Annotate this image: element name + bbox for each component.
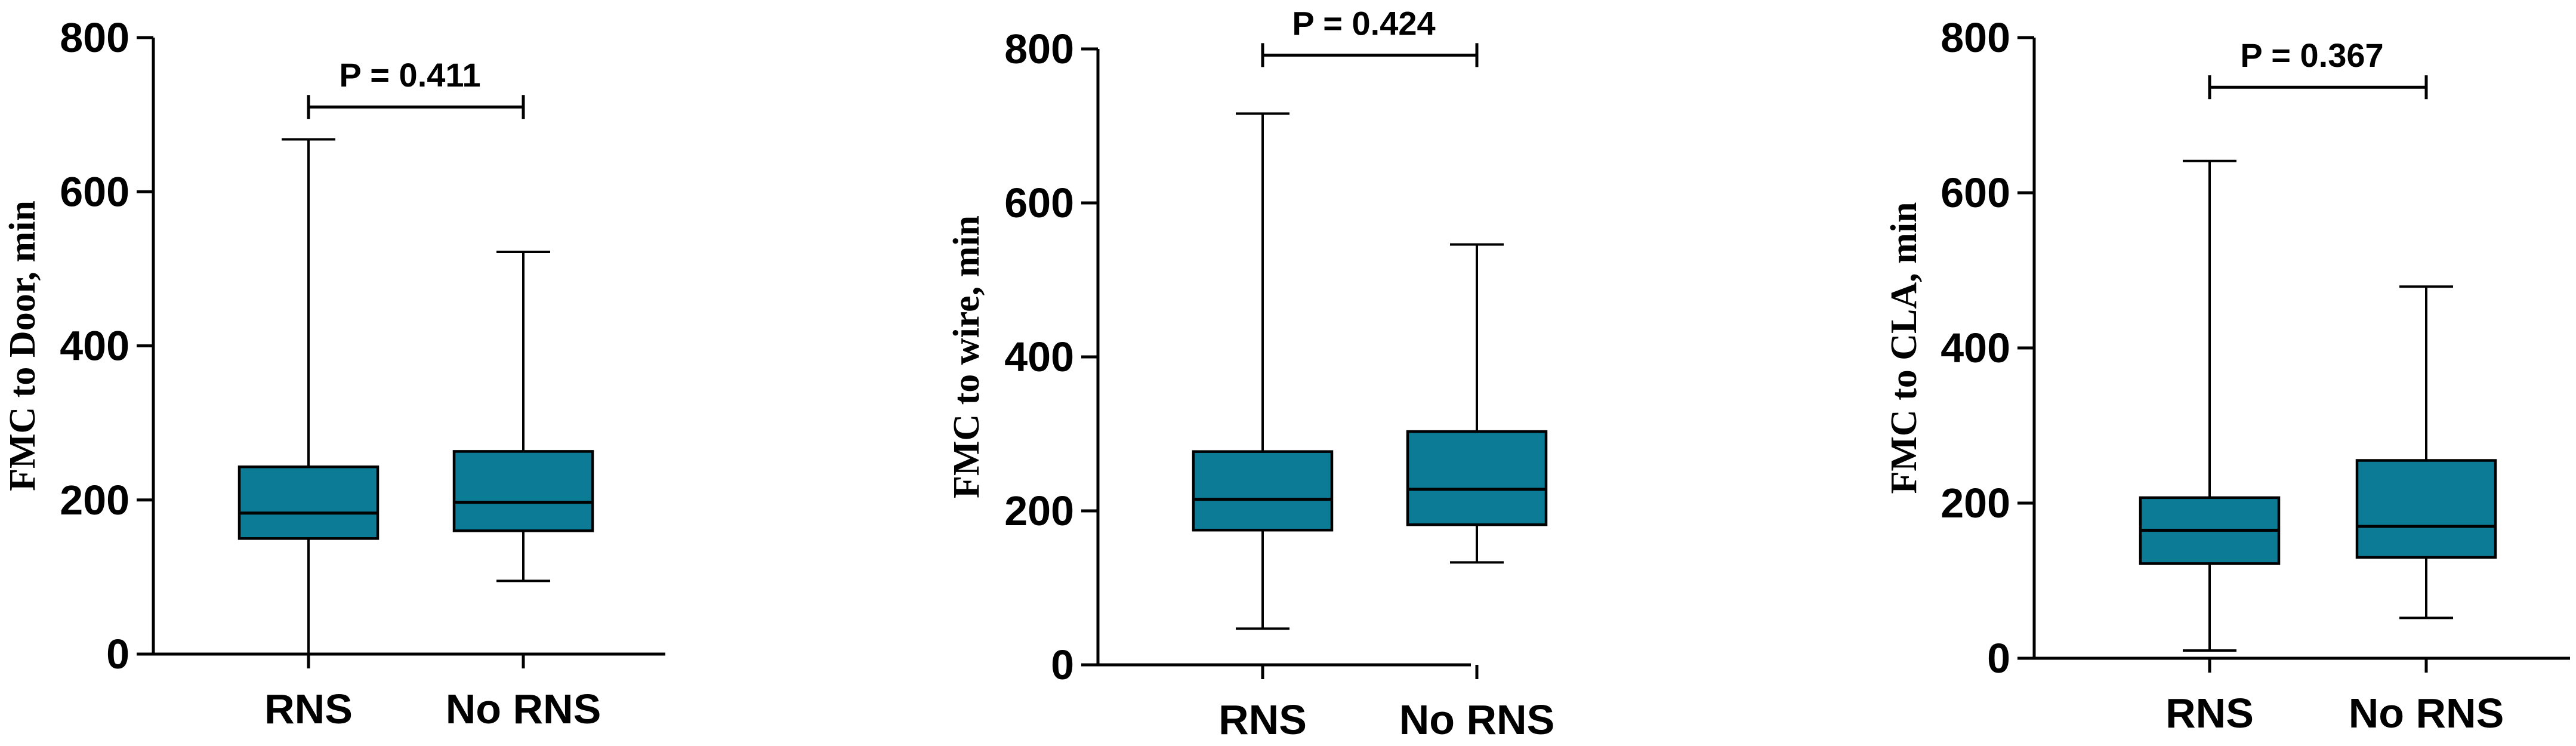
y-tick-label: 800 — [60, 14, 129, 61]
p-value-label: P = 0.411 — [339, 56, 480, 94]
box-plot-rns — [1192, 112, 1334, 630]
y-tick-label: 600 — [1004, 180, 1074, 226]
y-tick-label: 600 — [1941, 169, 2010, 216]
box-plot-no-rns — [2355, 285, 2497, 619]
y-tick-label: 400 — [60, 323, 129, 369]
y-tick-label: 800 — [1004, 26, 1074, 72]
y-axis-title: FMC to wire, min — [946, 215, 987, 498]
iqr-box — [2355, 459, 2497, 559]
y-tick-label: 0 — [106, 631, 129, 677]
y-tick-label: 0 — [1987, 635, 2010, 682]
y-tick-label: 400 — [1004, 334, 1074, 380]
p-value-label: P = 0.367 — [2240, 36, 2383, 74]
box-plot-no-rns — [452, 250, 594, 582]
iqr-box — [1192, 450, 1334, 532]
iqr-box — [452, 450, 594, 532]
chart-panel-1: 0 200 400 600 800 FMC to Door, min RNS No RNS P … — [2, 14, 665, 732]
y-tick-label: 800 — [1941, 14, 2010, 61]
y-axis-title: FMC to Door, min — [2, 201, 43, 491]
y-tick-label: 200 — [60, 477, 129, 523]
x-category-label: RNS — [1218, 696, 1307, 743]
y-tick-label: 200 — [1004, 488, 1074, 534]
y-tick-label: 400 — [1941, 325, 2010, 371]
p-value-label: P = 0.424 — [1292, 4, 1435, 42]
iqr-box — [237, 465, 380, 540]
x-category-label: No RNS — [446, 686, 601, 732]
x-category-label: RNS — [264, 686, 353, 732]
y-tick-label: 600 — [60, 168, 129, 215]
x-category-label: RNS — [2165, 690, 2254, 736]
x-category-label: No RNS — [2349, 690, 2504, 736]
box-plot-rns — [2139, 159, 2281, 652]
iqr-box — [1406, 430, 1548, 526]
y-axis-title: FMC to CLA, min — [1884, 202, 1924, 494]
box-plot-no-rns — [1406, 243, 1548, 564]
y-tick-label: 0 — [1051, 642, 1074, 688]
chart-panel-3: 0 200 400 600 800 FMC to CLA, min RNS No RNS P =… — [1884, 14, 2570, 736]
chart-panel-2: 0 200 400 600 800 FMC to wire, min RNS No RNS P … — [946, 4, 1554, 743]
y-tick-label: 200 — [1941, 480, 2010, 526]
box-plot-rns — [237, 138, 380, 654]
x-category-label: No RNS — [1399, 696, 1555, 743]
